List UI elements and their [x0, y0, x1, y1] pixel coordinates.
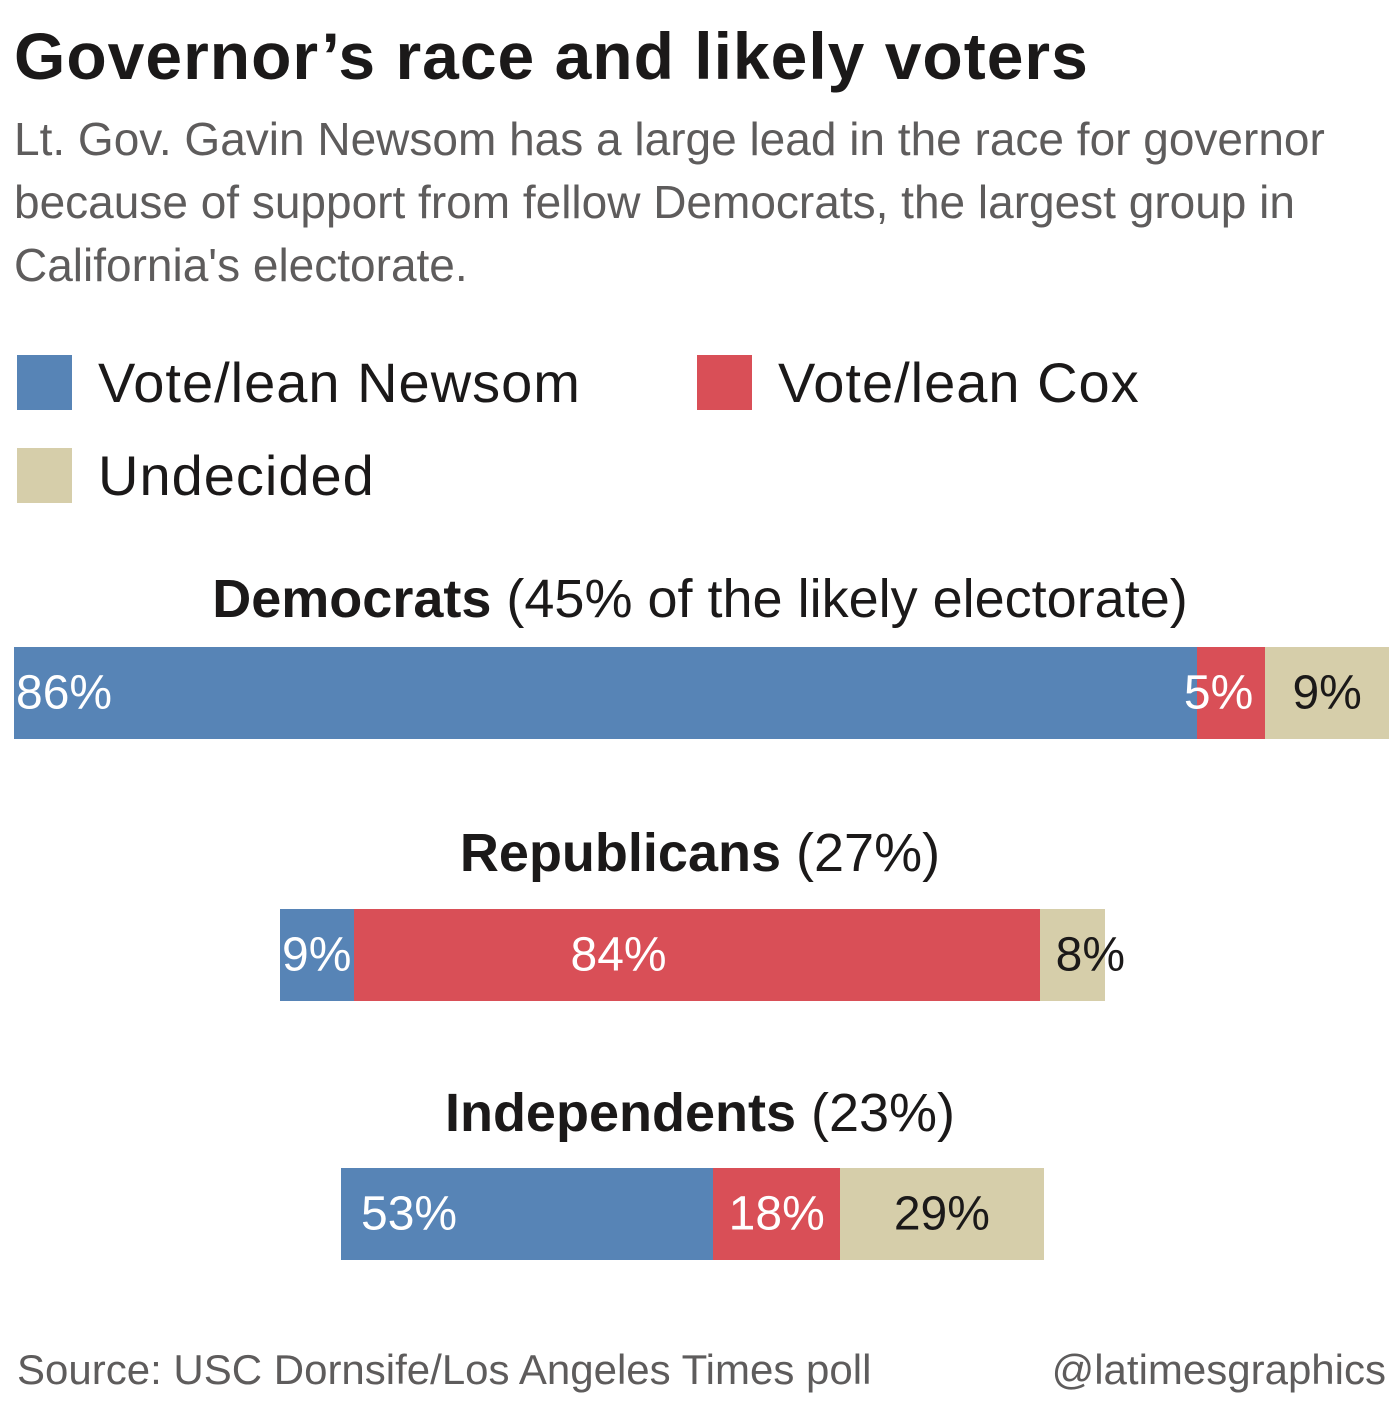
chart-subtitle: Lt. Gov. Gavin Newsom has a large lead i… [14, 113, 1325, 291]
group-title-independents: Independents (23%) [0, 1082, 1400, 1144]
stacked-bar-democrats: 86% 5% 9% [14, 647, 1389, 739]
bar-segment-undecided: 9% [1265, 647, 1389, 739]
legend-label-cox: Vote/lean Cox [778, 351, 1140, 414]
segment-label-cox: 5% [1183, 666, 1254, 720]
group-name: Independents [444, 1083, 796, 1143]
legend-item-undecided: Undecided [17, 443, 375, 508]
bar-segment-undecided: 29% [839, 1168, 1044, 1260]
legend-item-cox: Vote/lean Cox [697, 350, 1140, 415]
segment-label-newsom: 53% [361, 1187, 458, 1241]
segment-label-undecided: 9% [1292, 666, 1362, 720]
legend-label-undecided: Undecided [98, 444, 375, 507]
legend-item-newsom: Vote/lean Newsom [17, 350, 581, 415]
bar-segment-undecided: 8% [1039, 909, 1125, 1001]
segment-label-newsom: 86% [16, 666, 113, 720]
group-name: Republicans [459, 823, 781, 883]
source-note: Source: USC Dornsife/Los Angeles Times p… [17, 1346, 872, 1393]
bar-segment-cox: 5% [1184, 647, 1266, 739]
bar-segment-cox: 84% [353, 909, 1040, 1001]
legend-swatch-cox [697, 355, 752, 410]
legend-swatch-undecided [17, 448, 72, 503]
group-title-republicans: Republicans (27%) [0, 822, 1400, 884]
credit-handle: @latimesgraphics [1051, 1346, 1386, 1393]
bar-segment-cox: 18% [713, 1168, 840, 1260]
group-name: Democrats [212, 569, 492, 629]
stacked-bar-independents: 53% 18% 29% [341, 1168, 1044, 1260]
legend-label-newsom: Vote/lean Newsom [98, 351, 581, 414]
bar-segment-newsom: 53% [341, 1168, 714, 1260]
legend-swatch-newsom [17, 355, 72, 410]
bar-segment-newsom: 9% [280, 909, 354, 1001]
chart-title: Governor’s race and likely voters [14, 19, 1089, 93]
stacked-bar-republicans: 9% 84% 8% [280, 909, 1125, 1001]
segment-label-undecided: 8% [1055, 928, 1125, 982]
segment-label-cox: 84% [570, 928, 667, 982]
group-share: (23%) [811, 1083, 956, 1143]
group-share: (45% of the likely electorate) [506, 569, 1188, 629]
segment-label-newsom: 9% [282, 928, 352, 982]
bar-segment-newsom: 86% [14, 647, 1197, 739]
segment-label-undecided: 29% [893, 1187, 990, 1241]
group-title-democrats: Democrats (45% of the likely electorate) [0, 568, 1400, 630]
segment-label-cox: 18% [728, 1187, 825, 1241]
group-share: (27%) [796, 823, 941, 883]
